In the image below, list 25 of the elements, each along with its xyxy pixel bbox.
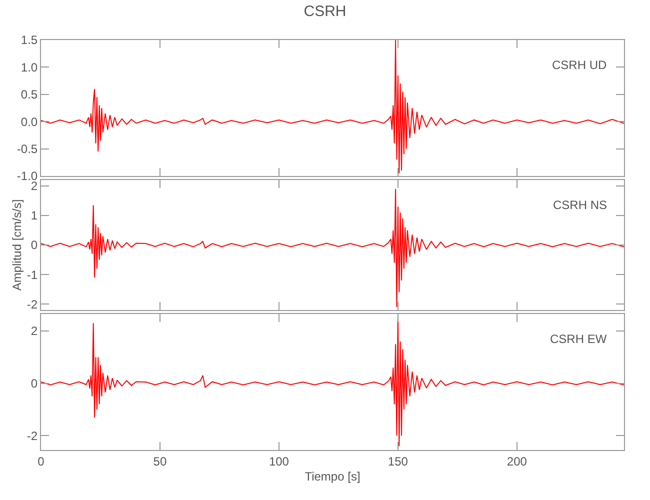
y-tick-label: 1.0 bbox=[20, 60, 38, 74]
y-tick-label: -2 bbox=[26, 297, 38, 312]
annotation: CSRH UD bbox=[552, 58, 607, 72]
chart-title: CSRH bbox=[304, 3, 346, 20]
x-axis-title: Tiempo [s] bbox=[304, 469, 360, 484]
y-tick-label: 1.5 bbox=[20, 33, 38, 48]
line-series bbox=[41, 40, 624, 174]
y-tick-label: 0.5 bbox=[20, 88, 38, 102]
y-axis-title: Amplitud [cm/s/s] bbox=[10, 199, 24, 291]
y-tick-label: 0 bbox=[30, 376, 38, 391]
y-tick-label: -2 bbox=[26, 428, 38, 443]
line-series bbox=[41, 188, 624, 308]
x-tick-label: 100 bbox=[268, 454, 290, 468]
annotation: CSRH EW bbox=[550, 332, 608, 346]
y-tick-label: 0 bbox=[30, 238, 38, 252]
y-tick-label: 2 bbox=[30, 324, 38, 338]
x-tick-label: 50 bbox=[153, 454, 167, 468]
y-tick-label: 1 bbox=[30, 208, 38, 223]
y-tick-label: 0.0 bbox=[20, 114, 38, 129]
y-tick-label: -0.5 bbox=[16, 142, 38, 156]
x-tick-label: 200 bbox=[506, 454, 528, 468]
x-tick-label: 150 bbox=[388, 454, 408, 468]
annotation: CSRH NS bbox=[553, 198, 608, 212]
y-tick-label: 2 bbox=[30, 179, 38, 194]
y-tick-label: -1 bbox=[26, 268, 38, 282]
